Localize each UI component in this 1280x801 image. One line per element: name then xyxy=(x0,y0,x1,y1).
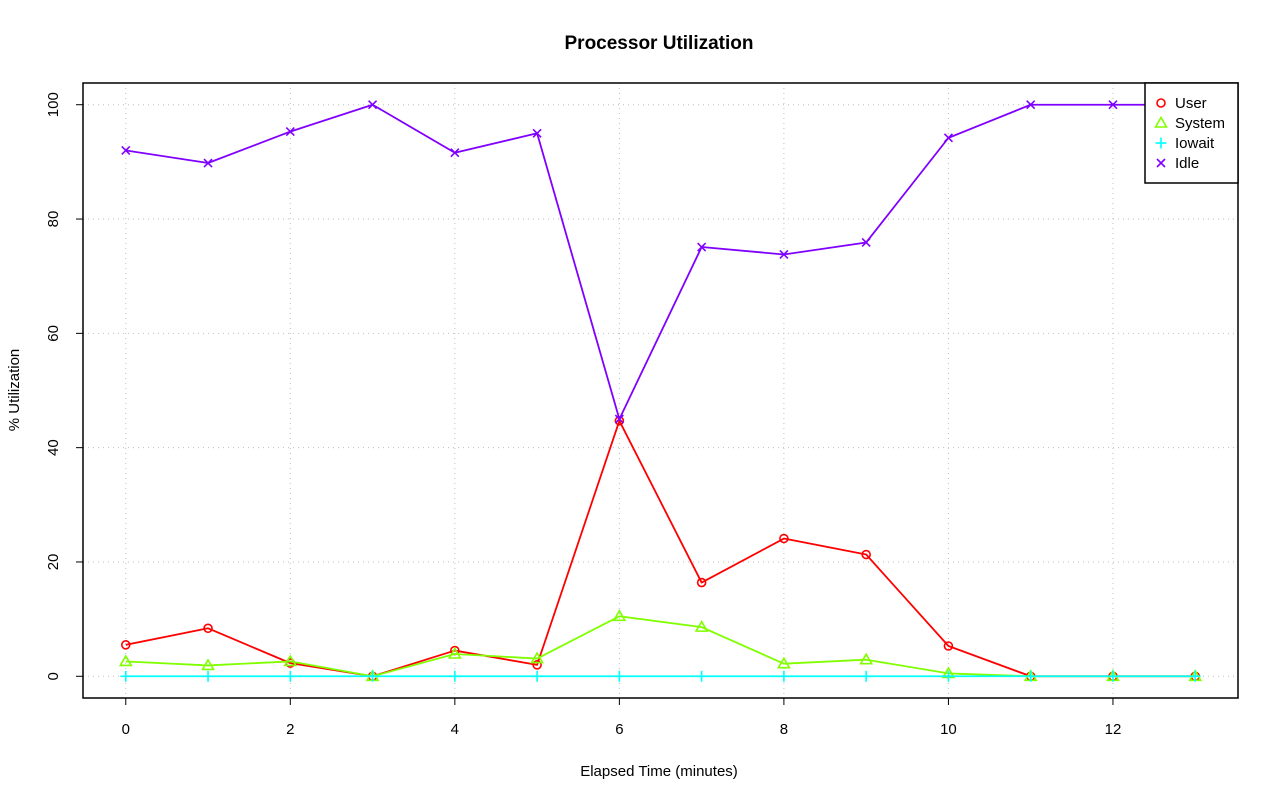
data-point-iowait xyxy=(1025,670,1037,682)
data-point-iowait xyxy=(202,670,214,682)
data-point-system xyxy=(777,656,791,669)
y-tick-label: 60 xyxy=(45,325,62,342)
y-axis: 0 20 40 60 80 100 xyxy=(45,92,84,680)
legend-symbol-system xyxy=(1154,115,1168,128)
data-point-system xyxy=(283,654,298,667)
data-point-iowait xyxy=(1189,670,1201,682)
x-axis-label: Elapsed Time (minutes) xyxy=(580,763,738,780)
x-tick-label: 4 xyxy=(451,721,459,738)
data-point-iowait xyxy=(449,670,461,682)
data-point-idle xyxy=(203,158,213,168)
plot-series xyxy=(118,100,1203,682)
legend-item-system: System xyxy=(1154,115,1225,132)
data-point-user xyxy=(696,577,707,588)
y-tick-label: 20 xyxy=(45,554,62,571)
series-idle xyxy=(121,100,1200,424)
data-point-idle xyxy=(368,100,378,110)
x-tick-label: 6 xyxy=(615,721,623,738)
chart-title: Processor Utilization xyxy=(565,33,754,54)
data-point-user xyxy=(943,641,954,651)
data-point-iowait xyxy=(1107,670,1119,682)
series-line-user xyxy=(125,419,1196,678)
data-point-user xyxy=(120,640,131,650)
data-point-idle xyxy=(1026,100,1036,110)
data-point-iowait xyxy=(531,670,543,682)
data-point-user xyxy=(532,660,542,670)
data-point-system xyxy=(530,651,544,664)
data-point-idle xyxy=(697,242,707,252)
series-line-idle xyxy=(125,103,1196,420)
plot-frame xyxy=(82,82,1239,699)
x-tick-label: 10 xyxy=(940,721,957,738)
legend-label-idle: Idle xyxy=(1175,155,1199,172)
legend-item-idle: Idle xyxy=(1156,155,1199,172)
x-axis: 0 2 4 6 8 10 12 xyxy=(122,697,1122,738)
data-point-idle xyxy=(943,133,953,143)
legend-item-iowait: Iowait xyxy=(1155,135,1215,152)
data-point-idle xyxy=(779,249,789,260)
x-tick-label: 8 xyxy=(780,721,788,738)
data-point-idle xyxy=(1108,100,1118,110)
y-axis-label: % Utilization xyxy=(6,349,23,432)
data-point-iowait xyxy=(860,670,872,682)
x-tick-label: 0 xyxy=(122,721,130,738)
legend-symbol-idle xyxy=(1156,158,1166,168)
y-tick-label: 80 xyxy=(45,211,62,228)
y-tick-label: 40 xyxy=(45,439,62,456)
data-point-system xyxy=(694,620,709,632)
legend-symbol-iowait xyxy=(1155,137,1167,149)
y-tick-label: 100 xyxy=(45,92,62,117)
x-tick-label: 12 xyxy=(1105,721,1122,738)
data-point-system xyxy=(447,646,462,659)
series-iowait xyxy=(120,670,1201,682)
data-point-iowait xyxy=(120,670,132,682)
data-point-system xyxy=(118,654,133,667)
data-point-idle xyxy=(532,128,542,138)
data-point-idle xyxy=(614,414,624,424)
data-point-idle xyxy=(450,148,460,158)
data-point-iowait xyxy=(367,670,379,682)
data-point-iowait xyxy=(778,670,790,682)
legend-item-user: User xyxy=(1156,95,1207,112)
y-tick-label: 0 xyxy=(45,672,62,680)
data-point-iowait xyxy=(613,670,625,682)
data-point-iowait xyxy=(942,670,954,682)
data-point-user xyxy=(779,533,789,544)
x-tick-label: 2 xyxy=(286,721,294,738)
data-point-idle xyxy=(121,145,131,156)
data-point-user xyxy=(861,549,871,560)
legend-label-user: User xyxy=(1175,95,1207,112)
data-point-idle xyxy=(861,237,871,248)
data-point-idle xyxy=(285,127,295,137)
series-system xyxy=(118,609,1203,682)
data-point-iowait xyxy=(284,670,296,682)
data-point-system xyxy=(201,658,215,671)
legend-label-system: System xyxy=(1175,115,1225,132)
data-point-system xyxy=(612,609,627,622)
data-point-iowait xyxy=(696,670,708,682)
data-point-system xyxy=(859,652,874,665)
grid xyxy=(83,83,1238,698)
series-user xyxy=(120,415,1201,682)
legend-symbol-user xyxy=(1156,98,1166,108)
legend: User System Iowait Idle xyxy=(1144,82,1239,184)
legend-label-iowait: Iowait xyxy=(1175,135,1215,152)
series-line-system xyxy=(125,615,1196,678)
data-point-user xyxy=(203,623,213,634)
